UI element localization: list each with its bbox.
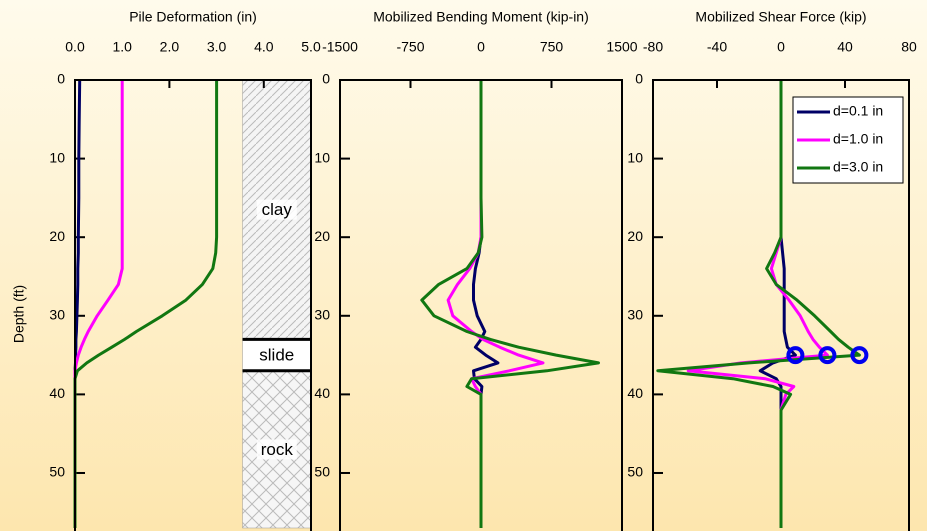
x-tick-label: 4.0 bbox=[254, 39, 274, 55]
x-tick-label: 750 bbox=[540, 39, 564, 55]
layer-label: slide bbox=[259, 346, 294, 365]
layer-label: rock bbox=[261, 440, 294, 459]
legend-label: d=3.0 in bbox=[833, 159, 883, 175]
legend-label: d=1.0 in bbox=[833, 131, 883, 147]
x-tick-label: 1.0 bbox=[112, 39, 132, 55]
x-tick-label: 0 bbox=[477, 39, 485, 55]
x-axis-title: Mobilized Bending Moment (kip-in) bbox=[373, 9, 589, 25]
y-tick-label: 10 bbox=[627, 149, 643, 165]
y-axis-title: Depth (ft) bbox=[11, 285, 27, 343]
y-tick-label: 40 bbox=[49, 385, 65, 401]
layer-label: clay bbox=[262, 200, 293, 219]
y-tick-label: 30 bbox=[314, 306, 330, 322]
legend-label: d=0.1 in bbox=[833, 103, 883, 119]
series-line bbox=[75, 80, 122, 528]
series-line bbox=[474, 80, 498, 528]
chart: Pile Deformation (in) Depth (ft) clay slide… bbox=[0, 0, 927, 531]
y-tick-label: 40 bbox=[314, 385, 330, 401]
x-tick-label: 80 bbox=[901, 39, 917, 55]
y-tick-label: 10 bbox=[49, 149, 65, 165]
y-tick-label: 20 bbox=[314, 228, 330, 244]
y-tick-label: 0 bbox=[57, 71, 65, 87]
x-tick-label: 0.0 bbox=[65, 39, 85, 55]
x-tick-label: 0 bbox=[777, 39, 785, 55]
y-tick-label: 50 bbox=[627, 464, 643, 480]
y-tick-label: 50 bbox=[49, 464, 65, 480]
y-tick-label: 0 bbox=[322, 71, 330, 87]
x-tick-label: 5.0 bbox=[301, 39, 321, 55]
x-tick-label: 40 bbox=[837, 39, 853, 55]
y-tick-label: 20 bbox=[627, 228, 643, 244]
x-axis-title: Pile Deformation (in) bbox=[129, 9, 257, 25]
x-tick-label: -80 bbox=[643, 39, 663, 55]
x-tick-label: 1500 bbox=[606, 39, 637, 55]
series-line bbox=[75, 80, 217, 528]
x-tick-label: 2.0 bbox=[160, 39, 180, 55]
y-tick-label: 40 bbox=[627, 385, 643, 401]
y-tick-label: 30 bbox=[627, 306, 643, 322]
y-tick-label: 50 bbox=[314, 464, 330, 480]
x-tick-label: -1500 bbox=[322, 39, 358, 55]
series-line bbox=[448, 80, 543, 528]
x-tick-label: 3.0 bbox=[207, 39, 227, 55]
y-tick-label: 30 bbox=[49, 306, 65, 322]
x-tick-label: -40 bbox=[707, 39, 727, 55]
y-tick-label: 20 bbox=[49, 228, 65, 244]
y-tick-label: 10 bbox=[314, 149, 330, 165]
y-tick-label: 0 bbox=[635, 71, 643, 87]
x-tick-label: -750 bbox=[396, 39, 424, 55]
x-axis-title: Mobilized Shear Force (kip) bbox=[695, 9, 866, 25]
